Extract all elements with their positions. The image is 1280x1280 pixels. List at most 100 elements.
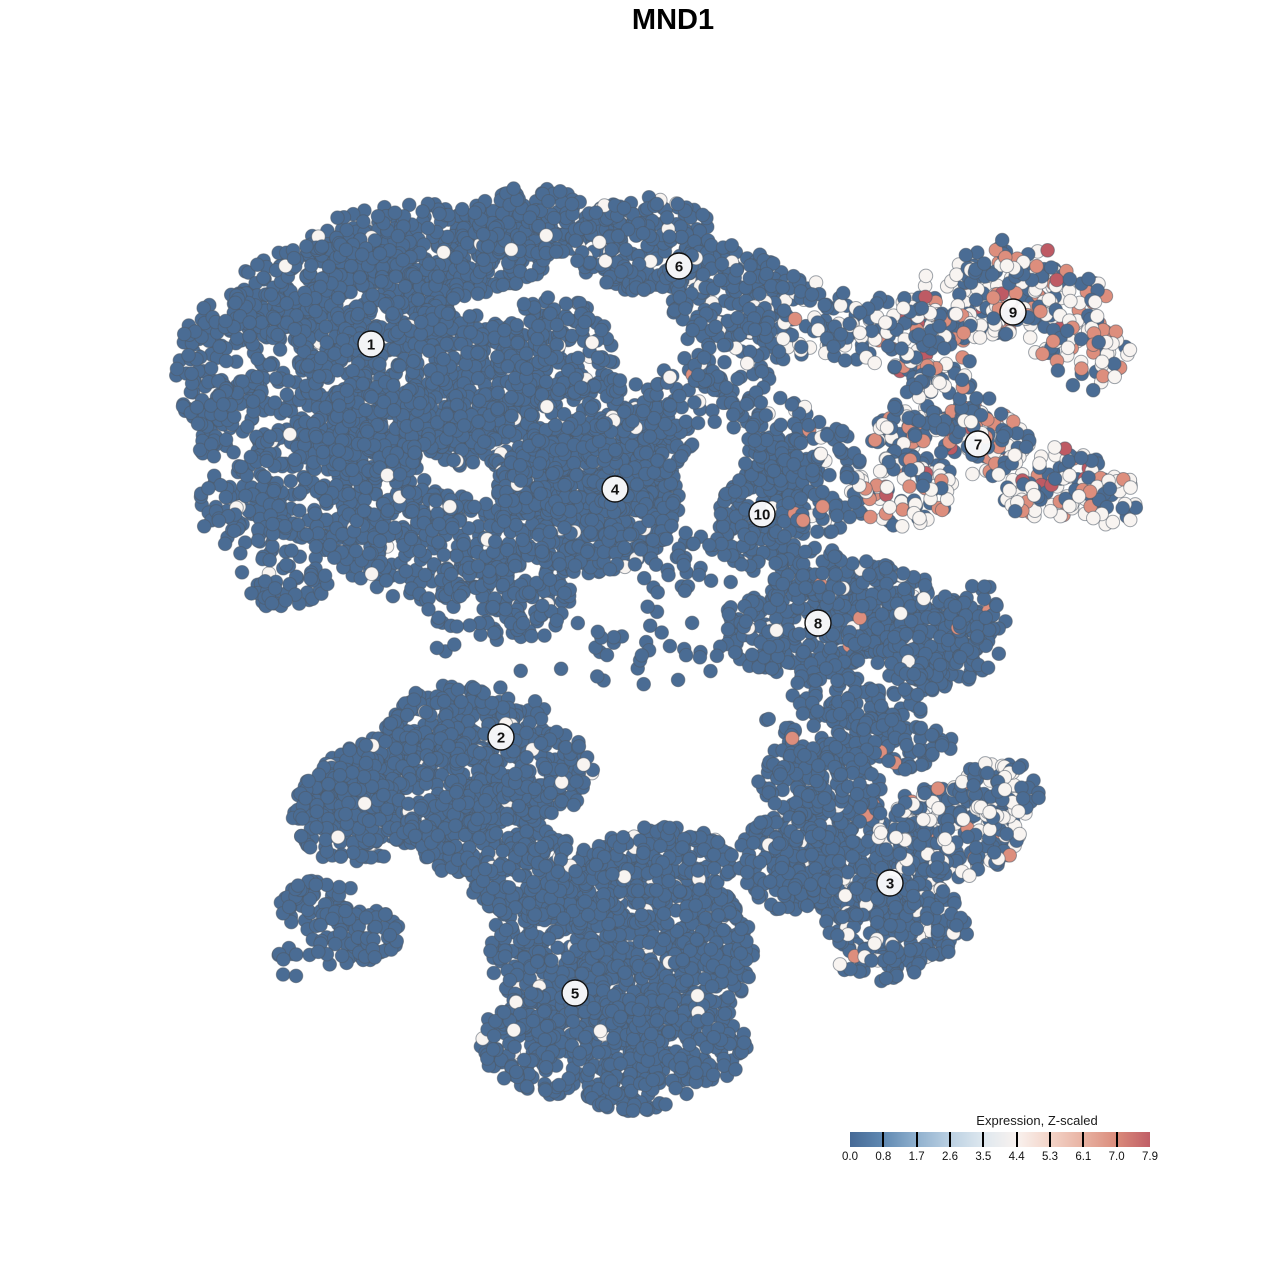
data-point <box>742 270 758 286</box>
data-point <box>364 566 380 582</box>
data-point <box>1122 512 1138 528</box>
data-point <box>986 311 1001 326</box>
data-point <box>1081 271 1096 287</box>
data-point <box>352 270 368 285</box>
data-point <box>912 510 927 526</box>
data-point <box>420 220 436 236</box>
data-point <box>386 378 401 393</box>
data-point <box>262 553 278 568</box>
data-point <box>1089 308 1105 324</box>
data-point <box>287 452 303 468</box>
data-point <box>879 480 895 495</box>
data-point <box>385 588 401 604</box>
data-point <box>557 585 572 601</box>
data-point <box>408 269 424 285</box>
data-point <box>397 318 413 334</box>
data-point <box>449 619 465 634</box>
data-point <box>415 204 430 219</box>
data-point <box>176 326 192 342</box>
data-point <box>413 314 429 330</box>
data-point <box>887 359 903 375</box>
data-point <box>218 432 234 448</box>
data-point <box>270 327 286 343</box>
data-point <box>604 242 620 257</box>
data-point <box>409 417 425 433</box>
data-point <box>1062 468 1077 483</box>
data-point <box>570 350 586 366</box>
data-point <box>278 593 294 608</box>
data-point <box>833 298 849 313</box>
data-point <box>439 407 455 423</box>
data-point <box>454 201 470 217</box>
data-point <box>541 194 556 209</box>
data-point <box>470 286 486 302</box>
data-point <box>932 318 947 334</box>
data-point <box>787 311 803 327</box>
data-point <box>519 361 535 377</box>
data-point <box>303 571 319 587</box>
data-point <box>367 233 383 248</box>
data-point <box>384 453 400 469</box>
data-point <box>962 354 977 369</box>
data-point <box>322 537 338 553</box>
data-point <box>490 349 505 365</box>
data-point <box>282 427 298 442</box>
data-point <box>456 537 471 552</box>
data-point <box>406 354 421 369</box>
data-point <box>1102 481 1118 497</box>
data-point <box>506 181 521 196</box>
data-point <box>355 376 371 392</box>
data-point <box>743 258 758 273</box>
data-point <box>339 222 355 238</box>
data-point <box>226 523 242 539</box>
data-point <box>395 252 411 268</box>
data-point <box>476 227 491 242</box>
data-point <box>318 493 334 509</box>
data-point <box>203 361 219 376</box>
data-point <box>318 319 334 335</box>
data-point <box>431 535 446 550</box>
data-point <box>695 207 711 223</box>
data-point <box>1063 293 1078 309</box>
data-point <box>1033 304 1048 319</box>
data-point <box>1050 363 1066 378</box>
data-point <box>636 282 652 297</box>
data-point <box>570 253 585 269</box>
data-point <box>372 533 388 549</box>
data-point <box>880 338 896 354</box>
data-point <box>358 402 373 418</box>
data-point <box>471 414 486 430</box>
data-point <box>242 315 257 330</box>
data-point <box>465 455 481 470</box>
data-point <box>998 326 1014 342</box>
data-point <box>388 269 404 285</box>
data-point <box>311 369 327 384</box>
data-point <box>542 572 558 587</box>
data-point <box>304 258 319 273</box>
data-point <box>356 503 372 519</box>
data-point <box>1060 323 1075 339</box>
data-point <box>577 314 593 330</box>
data-point <box>882 500 898 515</box>
data-point <box>1062 271 1078 287</box>
data-point <box>1045 333 1061 349</box>
data-point <box>189 400 205 415</box>
data-point <box>436 547 452 563</box>
data-point <box>1047 440 1062 455</box>
data-point <box>1035 346 1050 362</box>
data-point <box>233 459 249 475</box>
data-point <box>445 520 460 536</box>
data-point <box>1032 456 1047 471</box>
data-point <box>477 434 492 450</box>
data-point <box>852 305 868 320</box>
data-point <box>212 339 227 355</box>
data-point <box>234 565 250 580</box>
data-point <box>206 449 222 464</box>
data-point <box>421 343 437 359</box>
data-point <box>993 406 1009 422</box>
data-point <box>362 546 377 561</box>
data-point <box>436 351 451 367</box>
data-point <box>181 348 196 363</box>
data-point <box>430 371 445 386</box>
data-point <box>412 395 428 411</box>
